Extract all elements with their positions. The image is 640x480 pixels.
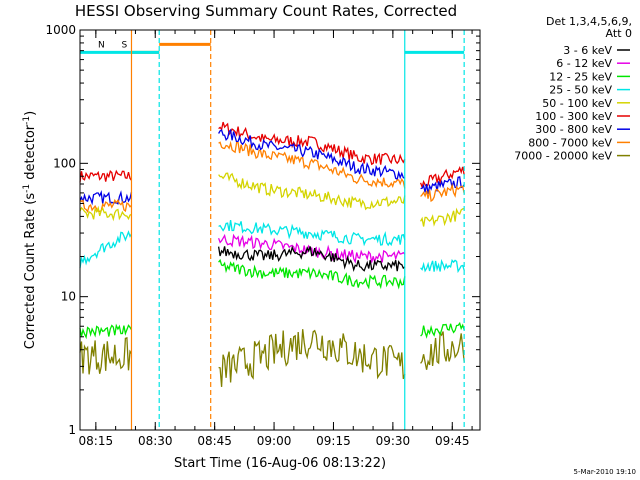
data-layer: SN	[79, 30, 465, 430]
series-2-seg2-line	[218, 140, 406, 189]
status-bar-label-N: N	[98, 40, 105, 50]
footer-timestamp: 5-Mar-2010 19:10	[574, 468, 636, 476]
x-axis-label: Start Time (16-Aug-06 08:13:22)	[174, 456, 386, 471]
legend-entry-label: 100 - 300 keV	[535, 110, 612, 123]
series-8-seg2-line	[218, 329, 406, 387]
series-3-seg2-line	[218, 172, 406, 211]
x-tick-label: 08:30	[138, 434, 173, 448]
series-8-seg3-line	[420, 331, 465, 370]
y-tick-label: 100	[53, 156, 76, 170]
y-axis-label: Corrected Count Rate (s-1 detector-1)	[22, 111, 38, 349]
series-2-seg1-line	[79, 198, 132, 213]
x-tick-label: 08:45	[197, 434, 232, 448]
status-bar-label-S: S	[121, 40, 127, 50]
series-5-seg2-line	[217, 233, 406, 265]
y-axis: 1 10 100 1000	[45, 23, 480, 437]
chart-title: HESSI Observing Summary Count Rates, Cor…	[75, 2, 457, 20]
series-1-seg2-line	[218, 128, 406, 181]
y-tick-label: 10	[61, 290, 76, 304]
x-tick-label: 08:15	[79, 434, 114, 448]
series-2-seg3-line	[420, 182, 465, 203]
legend-header-attenuator: Att 0	[606, 27, 632, 40]
series-4-seg2-line	[218, 220, 406, 247]
legend-entry-label: 25 - 50 keV	[549, 84, 612, 97]
x-tick-label: 09:00	[257, 434, 292, 448]
legend-entry-label: 12 - 25 keV	[549, 70, 612, 83]
series-0-seg2-line	[218, 121, 406, 166]
x-axis: 08:15 08:30 08:45 09:00 09:15 09:30 09:45	[79, 30, 473, 448]
series-4-seg1-line	[79, 230, 133, 269]
series-6-seg2-line	[217, 245, 406, 272]
legend-entry-label: 50 - 100 keV	[542, 97, 612, 110]
legend-entry-label: 6 - 12 keV	[556, 57, 612, 70]
legend-entry-label: 300 - 800 keV	[535, 123, 612, 136]
legend-entry-label: 800 - 7000 keV	[528, 136, 612, 149]
x-tick-label: 09:45	[435, 434, 470, 448]
legend-entry-label: 3 - 6 keV	[563, 44, 612, 57]
series-8-seg1-line	[79, 337, 133, 375]
series-7-seg2-line	[218, 258, 406, 290]
series-1-seg3-line	[420, 176, 465, 195]
plot-frame	[79, 29, 481, 431]
series-0-seg3-line	[419, 166, 465, 190]
x-tick-label: 09:30	[376, 434, 411, 448]
y-tick-label: 1000	[45, 23, 76, 37]
series-4-seg3-line	[420, 258, 465, 274]
series-9-seg1-line	[79, 323, 133, 340]
legend-header-detectors: Det 1,3,4,5,6,9,	[546, 15, 632, 28]
series-9-seg3-line	[420, 321, 465, 339]
series-0-seg1-line	[79, 169, 133, 183]
series-3-seg3-line	[420, 207, 465, 227]
legend-entry-label: 7000 - 20000 keV	[514, 150, 612, 163]
series-3-seg1-line	[79, 205, 132, 222]
x-tick-label: 09:15	[316, 434, 351, 448]
y-tick-label: 1	[68, 423, 76, 437]
